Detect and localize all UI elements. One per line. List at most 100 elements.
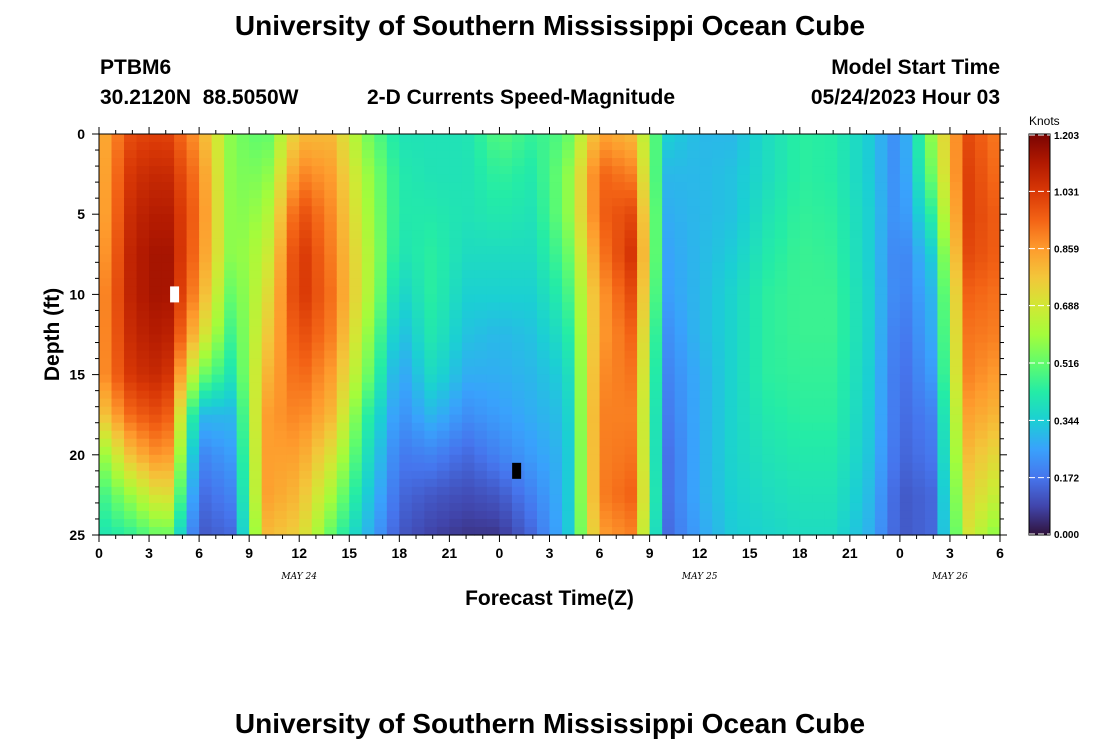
heatmap-cell <box>236 494 250 504</box>
heatmap-cell <box>499 182 513 191</box>
heatmap-cell <box>336 462 350 472</box>
heatmap-cell <box>762 294 776 304</box>
heatmap-cell <box>349 326 363 336</box>
heatmap-cell <box>599 494 613 504</box>
heatmap-cell <box>161 374 175 384</box>
heatmap-cell <box>599 486 613 496</box>
heatmap-cell <box>874 470 888 480</box>
heatmap-cell <box>774 334 788 344</box>
heatmap-cell <box>436 142 450 151</box>
heatmap-cell <box>174 134 188 143</box>
heatmap-cell <box>499 518 513 528</box>
heatmap-cell <box>399 246 413 255</box>
heatmap-cell <box>812 254 826 263</box>
heatmap-cell <box>649 158 663 167</box>
heatmap-cell <box>549 150 563 159</box>
heatmap-cell <box>186 454 200 464</box>
heatmap-cell <box>136 446 150 456</box>
heatmap-cell <box>274 166 288 175</box>
heatmap-cell <box>236 454 250 464</box>
heatmap-cell <box>386 382 400 392</box>
heatmap-cell <box>161 270 175 279</box>
heatmap-cell <box>174 326 188 336</box>
heatmap-cell <box>361 182 375 191</box>
heatmap-cell <box>724 334 738 344</box>
heatmap-cell <box>261 310 275 320</box>
heatmap-cell <box>324 478 338 488</box>
heatmap-cell <box>787 222 801 231</box>
heatmap-cell <box>186 518 200 528</box>
heatmap-cell <box>787 486 801 496</box>
heatmap-cell <box>524 254 538 263</box>
heatmap-cell <box>862 518 876 528</box>
heatmap-cell <box>837 230 851 239</box>
heatmap-cell <box>774 134 788 143</box>
heatmap-cell <box>562 326 576 336</box>
heatmap-cell <box>624 462 638 472</box>
heatmap-cell <box>486 510 501 520</box>
heatmap-cell <box>624 446 638 456</box>
heatmap-cell <box>637 182 651 191</box>
heatmap-cell <box>474 486 488 496</box>
heatmap-cell <box>524 166 538 175</box>
heatmap-cell <box>136 246 150 255</box>
heatmap-cell <box>211 182 225 191</box>
heatmap-cell <box>837 454 851 464</box>
heatmap-cell <box>562 366 576 376</box>
heatmap-cell <box>111 470 125 480</box>
heatmap-cell <box>874 262 888 271</box>
heatmap-cell <box>386 166 400 175</box>
heatmap-cell <box>912 262 926 271</box>
heatmap-cell <box>612 422 626 432</box>
heatmap-cell <box>386 486 400 496</box>
heatmap-cell <box>749 342 763 352</box>
heatmap-cell <box>587 134 601 143</box>
heatmap-cell <box>799 310 813 320</box>
heatmap-cell <box>449 222 463 231</box>
heatmap-cell <box>461 230 476 239</box>
heatmap-cell <box>374 238 388 247</box>
heatmap-cell <box>812 286 826 295</box>
heatmap-cell <box>974 214 989 223</box>
heatmap-cell <box>587 438 601 448</box>
heatmap-cell <box>887 518 901 528</box>
heatmap-cell <box>311 230 325 239</box>
heatmap-cell <box>486 398 501 408</box>
heatmap-cell <box>461 414 476 424</box>
heatmap-cell <box>261 526 275 536</box>
heatmap-cell <box>186 166 200 175</box>
heatmap-cell <box>399 326 413 336</box>
heatmap-cell <box>649 358 663 368</box>
heatmap-cell <box>987 422 1001 432</box>
heatmap-cell <box>361 342 375 352</box>
heatmap-cell <box>361 206 375 215</box>
heatmap-cell <box>436 446 450 456</box>
heatmap-cell <box>587 486 601 496</box>
heatmap-cell <box>99 310 113 320</box>
heatmap-cell <box>812 294 826 304</box>
heatmap-cell <box>336 526 350 536</box>
heatmap-cell <box>549 438 563 448</box>
heatmap-cell <box>149 526 163 536</box>
heatmap-cell <box>461 398 476 408</box>
heatmap-cell <box>374 278 388 287</box>
heatmap-cell <box>299 190 313 199</box>
heatmap-cell <box>587 526 601 536</box>
date-label: MAY 24 <box>280 572 317 582</box>
heatmap-cell <box>974 278 989 287</box>
heatmap-cell <box>599 470 613 480</box>
heatmap-cell <box>324 214 338 223</box>
heatmap-cell <box>749 190 763 199</box>
heatmap-cell <box>336 174 350 183</box>
heatmap-cell <box>149 422 163 432</box>
heatmap-cell <box>562 406 576 416</box>
heatmap-cell <box>762 286 776 295</box>
heatmap-cell <box>299 366 313 376</box>
heatmap-cell <box>536 334 551 344</box>
heatmap-cell <box>474 438 488 448</box>
heatmap-cell <box>511 502 526 512</box>
heatmap-cell <box>99 390 113 400</box>
heatmap-cell <box>511 294 526 304</box>
heatmap-cell <box>662 438 676 448</box>
heatmap-cell <box>724 318 738 328</box>
